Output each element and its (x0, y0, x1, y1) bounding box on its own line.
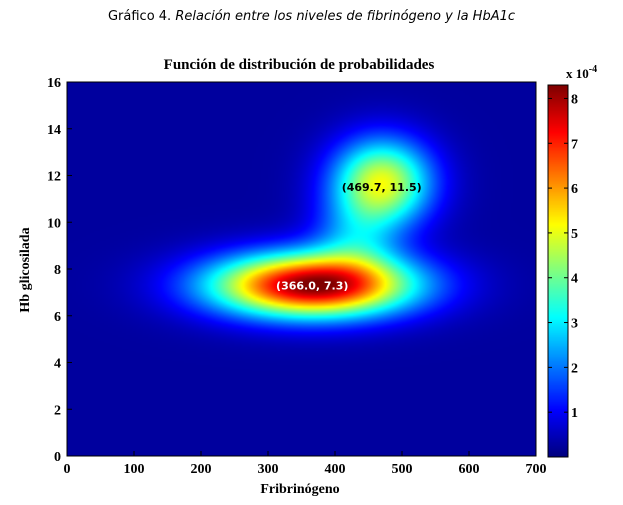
y-tick-label: 12 (47, 170, 61, 185)
peak-labels: (366.0, 7.3) (469.7, 11.5) (276, 181, 422, 292)
colorbar: 1 2 3 4 5 6 7 8 x 10-4 (547, 64, 597, 458)
x-tick-label: 400 (325, 462, 346, 477)
x-tick-label: 0 (64, 462, 71, 477)
colorbar-tick-label: 6 (571, 182, 578, 197)
x-tick-label: 700 (526, 462, 547, 477)
figure-caption: Gráfico 4. Relación entre los niveles de… (0, 9, 623, 24)
colorbar-multiplier: x 10-4 (566, 64, 597, 81)
x-tick-label: 500 (392, 462, 413, 477)
colorbar-frame (547, 84, 569, 458)
colorbar-tick-label: 5 (571, 227, 578, 242)
x-axis-label: Fribrinógeno (260, 482, 339, 497)
x-tick-label: 300 (258, 462, 279, 477)
colorbar-tick-label: 3 (571, 317, 578, 332)
y-tick-label: 10 (47, 216, 61, 231)
colorbar-tick-label: 7 (571, 137, 578, 152)
caption-label: Gráfico 4. (107, 9, 172, 24)
y-tick-label: 2 (54, 403, 61, 418)
y-tick-label: 16 (47, 76, 61, 91)
peak-label: (366.0, 7.3) (276, 279, 348, 292)
colorbar-exponent: -4 (589, 64, 597, 75)
y-tick-label: 8 (54, 263, 61, 278)
x-tick-label: 100 (124, 462, 145, 477)
y-tick-label: 0 (54, 450, 61, 465)
plot-area (66, 81, 537, 457)
colorbar-tick-label: 2 (571, 361, 578, 376)
colorbar-tick-label: 4 (571, 272, 578, 287)
colorbar-tick-label: 8 (571, 92, 578, 107)
chart-title: Función de distribución de probabilidade… (164, 57, 435, 73)
y-axis: 0 2 4 6 8 10 12 14 16 (47, 76, 72, 465)
peak-label: (469.7, 11.5) (342, 181, 422, 194)
colorbar-multiplier-base: x 10 (566, 66, 589, 81)
y-tick-label: 14 (47, 123, 61, 138)
x-tick-label: 600 (459, 462, 480, 477)
x-tick-label: 200 (191, 462, 212, 477)
x-axis: 0 100 200 300 400 500 600 700 (64, 451, 547, 477)
caption-text: Relación entre los niveles de fibrinógen… (175, 9, 516, 24)
heatmap-image (67, 82, 536, 456)
y-axis-label: Hb glicosilada (18, 227, 33, 312)
y-tick-label: 4 (54, 357, 61, 372)
colorbar-gradient (548, 85, 568, 457)
colorbar-tick-label: 1 (571, 406, 578, 421)
colorbar-ticks: 1 2 3 4 5 6 7 8 (548, 92, 578, 421)
y-tick-label: 6 (54, 310, 61, 325)
